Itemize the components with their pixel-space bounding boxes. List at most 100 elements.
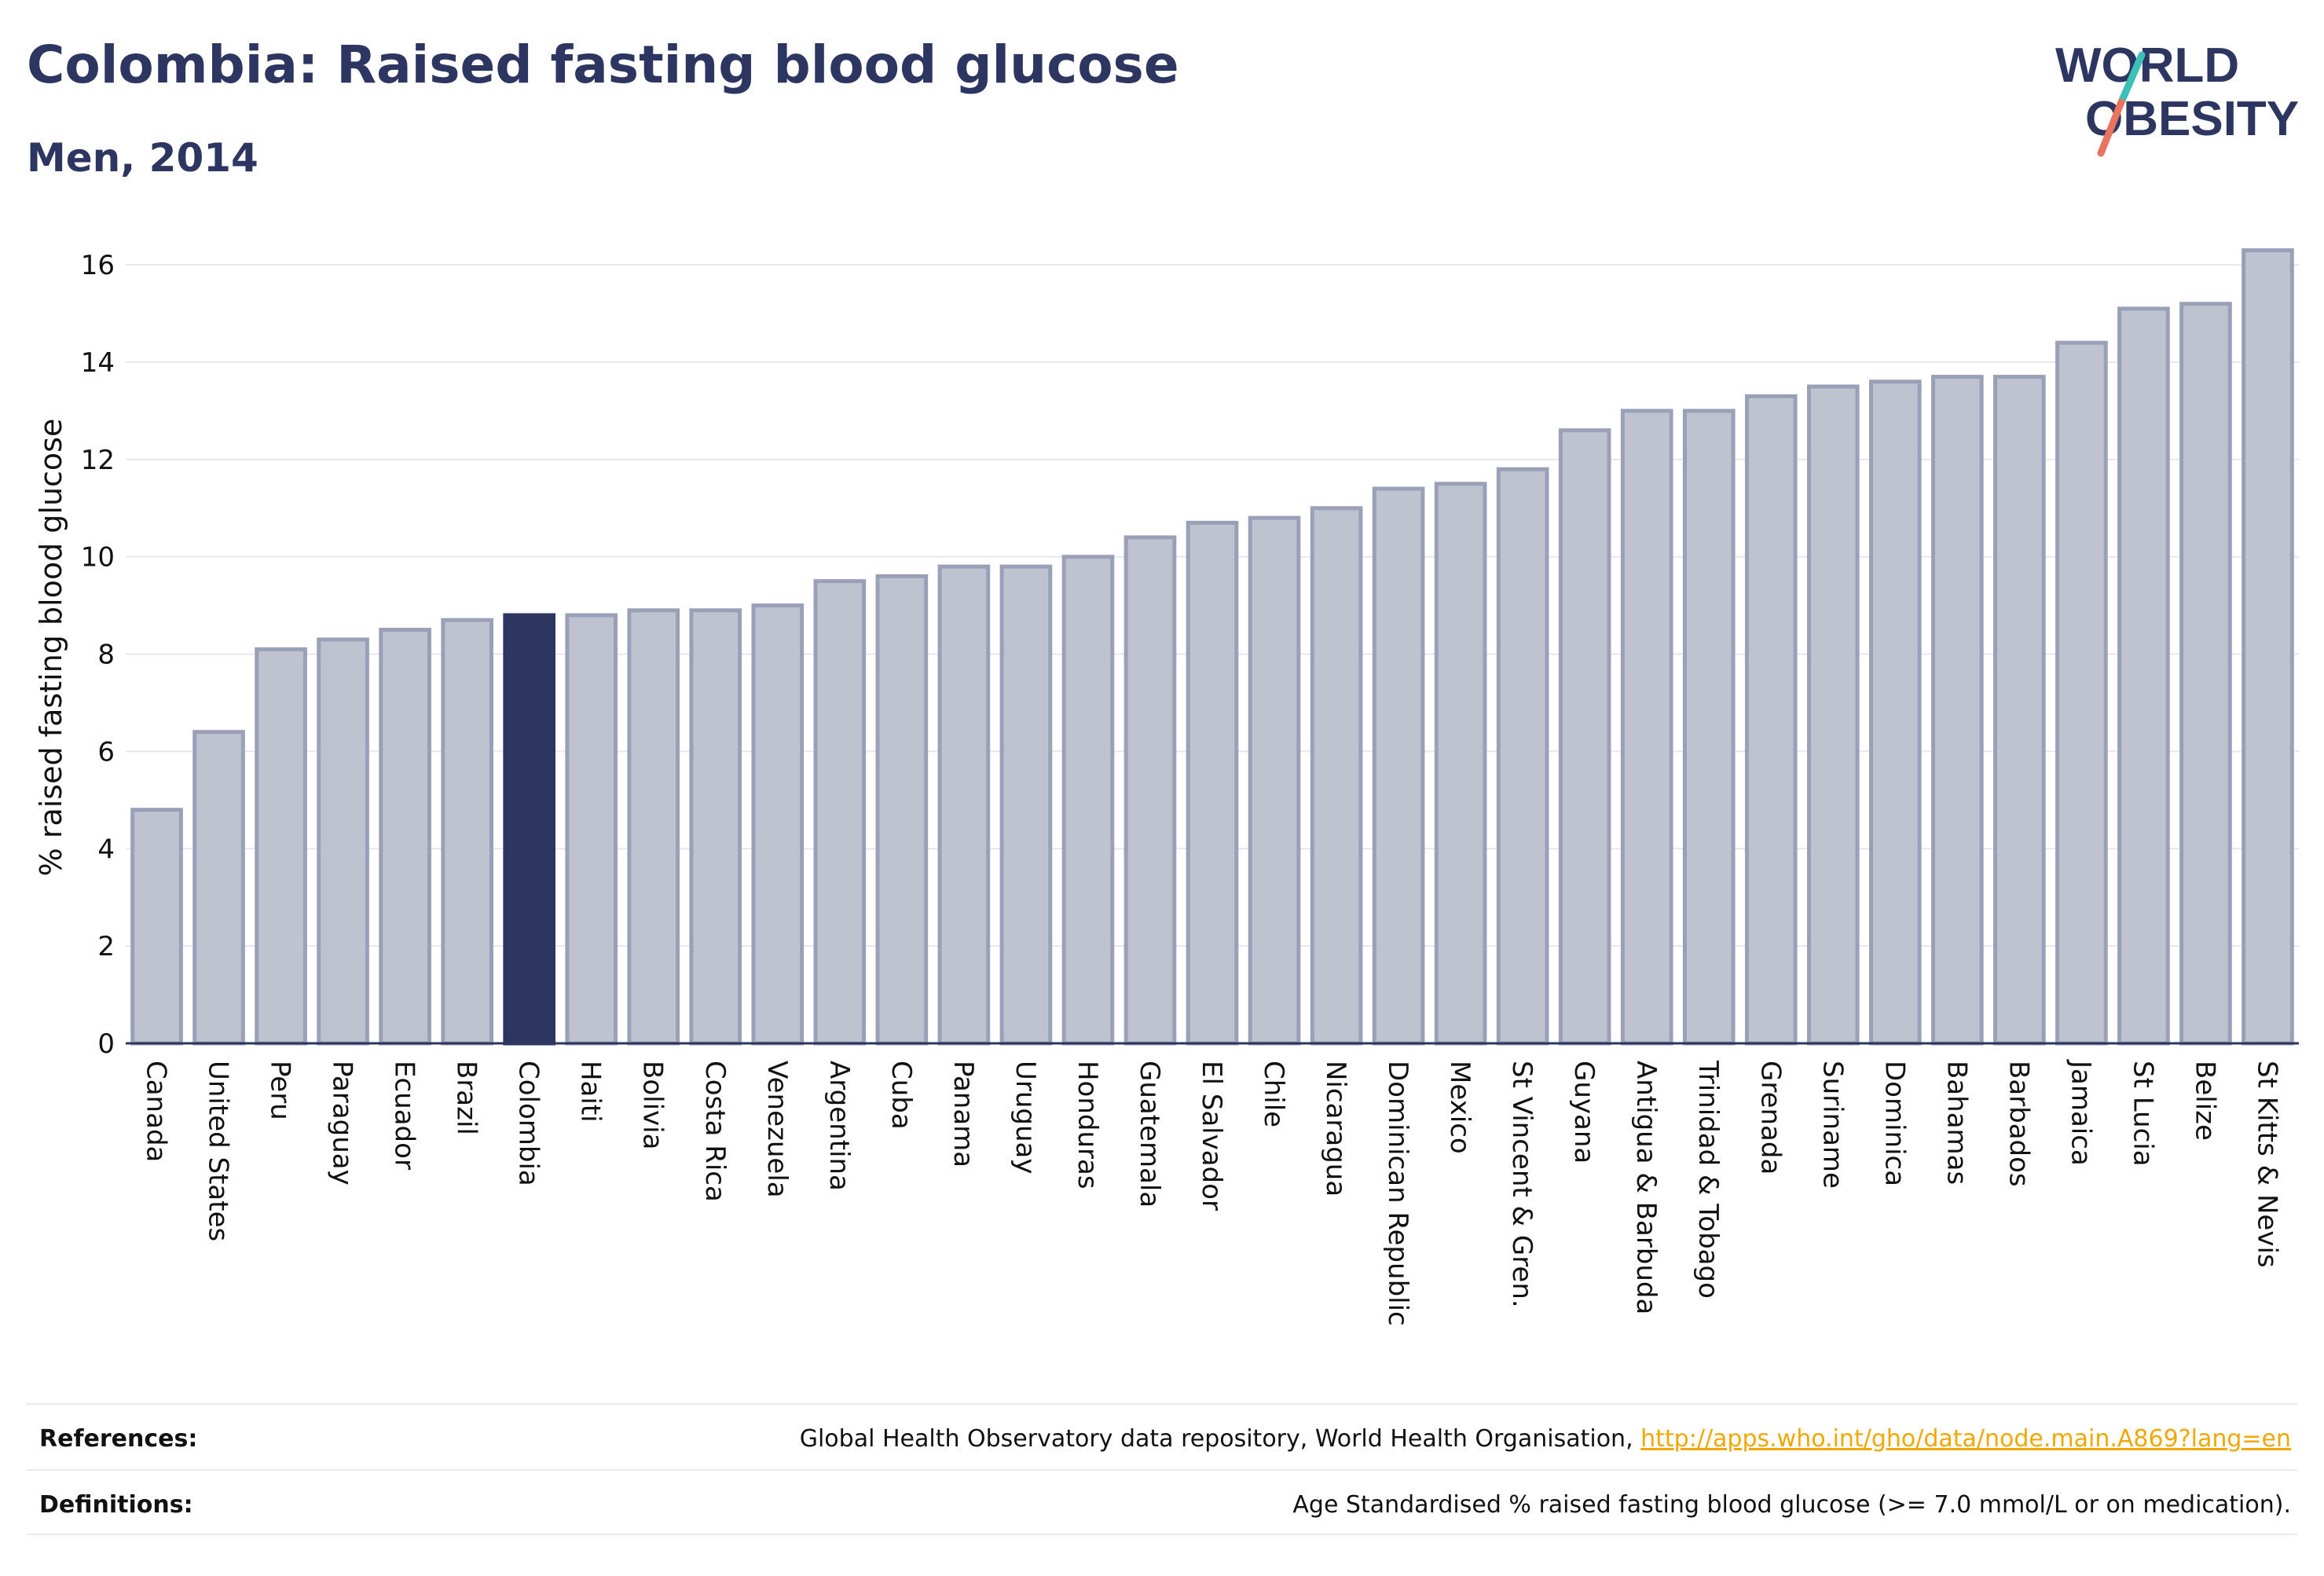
x-tick-label: Guyana: [1568, 1061, 1600, 1164]
bar-trinidad-tobago: [1682, 409, 1736, 1046]
y-axis-title: % raised fasting blood glucose: [34, 419, 68, 877]
bar-guatemala: [1124, 535, 1177, 1046]
x-tick-label: Colombia: [513, 1061, 544, 1186]
bar-st-vincent-gren-: [1496, 467, 1549, 1046]
references-label: References:: [39, 1425, 198, 1453]
x-tick-label: Chile: [1258, 1061, 1289, 1127]
bar-chart: 0 2 4 6 8 10 12 14 16 Canada United States Peru Par…: [34, 248, 2299, 1326]
x-tick-label: Antigua & Barbuda: [1630, 1061, 1662, 1314]
y-tick-label: 6: [97, 736, 115, 768]
bar-panama: [937, 564, 991, 1046]
references-row: References: Global Health Observatory da…: [27, 1406, 2297, 1471]
bar-el-salvador: [1186, 520, 1239, 1046]
x-tick-label: Barbados: [2003, 1061, 2034, 1187]
bar-suriname: [1806, 384, 1860, 1046]
x-tick-label: Grenada: [1754, 1061, 1786, 1175]
x-tick-label: Dominica: [1879, 1061, 1910, 1186]
x-axis-labels: Canada United States Peru Paraguay Ecuador Br…: [141, 1059, 2283, 1326]
x-tick-label: Bahamas: [1941, 1061, 1972, 1185]
bar-peru: [255, 647, 307, 1046]
y-tick-label: 14: [81, 347, 115, 379]
bar-argentina: [813, 579, 867, 1046]
bar-st-lucia: [2117, 306, 2170, 1046]
bar-ecuador: [379, 628, 431, 1046]
chart-title: Colombia: Raised fasting blood glucose: [27, 35, 1179, 95]
bar-uruguay: [999, 564, 1053, 1046]
y-tick-label: 12: [81, 445, 115, 476]
x-tick-label: St Kitts & Nevis: [2251, 1061, 2282, 1268]
x-tick-label: Dominican Republic: [1382, 1061, 1413, 1326]
x-tick-label: Canada: [141, 1061, 172, 1162]
x-tick-label: Cuba: [885, 1061, 917, 1130]
logo-slash-top: [2117, 51, 2146, 106]
x-tick-label: Trinidad & Tobago: [1692, 1060, 1724, 1299]
x-tick-label: Suriname: [1816, 1061, 1848, 1189]
footer-divider-bottom: [27, 1534, 2297, 1535]
x-tick-label: Honduras: [1072, 1061, 1103, 1189]
bar-colombia: [503, 613, 556, 1046]
x-tick-label: St Vincent & Gren.: [1506, 1061, 1538, 1308]
bar-honduras: [1061, 555, 1115, 1046]
bar-haiti: [565, 613, 618, 1046]
bar-st-kitts-nevis: [2242, 248, 2294, 1046]
bar-mexico: [1434, 482, 1487, 1046]
bar-dominican-republic: [1372, 486, 1425, 1046]
bar-grenada: [1744, 394, 1798, 1046]
y-tick-label: 0: [97, 1028, 115, 1060]
world-obesity-logo: WORLD OBESITY: [2055, 39, 2299, 157]
y-tick-label: 10: [81, 542, 115, 574]
bar-venezuela: [751, 603, 805, 1046]
y-tick-label: 8: [97, 640, 115, 671]
bar-canada: [130, 808, 183, 1046]
x-tick-label: Nicaragua: [1320, 1061, 1351, 1197]
definitions-row: Definitions: Age Standardised % raised f…: [27, 1472, 2297, 1537]
x-tick-label: United States: [203, 1061, 234, 1241]
x-tick-label: St Lucia: [2127, 1061, 2158, 1167]
x-tick-label: Guatemala: [1134, 1061, 1165, 1208]
logo-text-world: WORLD: [2055, 39, 2239, 93]
x-tick-label: Costa Rica: [699, 1061, 731, 1202]
bar-bolivia: [627, 608, 680, 1046]
footer-divider-middle: [27, 1469, 2297, 1471]
references-value: Global Health Observatory data repositor…: [800, 1425, 2291, 1453]
x-tick-label: Venezuela: [761, 1061, 793, 1198]
x-tick-label: Argentina: [823, 1061, 855, 1191]
bar-paraguay: [317, 637, 369, 1046]
bar-united-states: [192, 730, 245, 1046]
logo-slash-bottom: [2097, 98, 2125, 157]
x-tick-label: Brazil: [451, 1061, 482, 1135]
bar-jamaica: [2055, 340, 2108, 1046]
references-text: Global Health Observatory data repositor…: [799, 1425, 1641, 1453]
footer-divider-top: [27, 1403, 2297, 1405]
bar-belize: [2179, 302, 2232, 1046]
x-tick-label: Uruguay: [1010, 1061, 1041, 1175]
y-tick-label: 4: [97, 834, 115, 865]
x-tick-label: Haiti: [575, 1061, 607, 1123]
bar-cuba: [875, 574, 929, 1046]
x-tick-label: Peru: [265, 1061, 296, 1120]
bar-barbados: [1993, 375, 2046, 1046]
x-tick-label: Mexico: [1444, 1061, 1475, 1154]
x-tick-label: Ecuador: [389, 1061, 420, 1170]
bar-costa-rica: [689, 608, 742, 1046]
x-tick-label: El Salvador: [1196, 1061, 1227, 1211]
x-tick-label: Belize: [2189, 1061, 2220, 1141]
bar-dominica: [1868, 379, 1922, 1046]
bars: [130, 248, 2294, 1046]
y-tick-label: 16: [81, 250, 115, 281]
bar-chile: [1248, 515, 1301, 1046]
bar-guyana: [1558, 428, 1611, 1046]
chart-subtitle: Men, 2014: [27, 135, 258, 181]
bar-nicaragua: [1310, 506, 1363, 1046]
x-tick-label: Paraguay: [327, 1061, 358, 1186]
bar-bahamas: [1931, 375, 1984, 1046]
bar-antigua-barbuda: [1620, 409, 1673, 1046]
definitions-label: Definitions:: [39, 1491, 193, 1519]
x-tick-label: Panama: [948, 1061, 979, 1167]
y-tick-label: 2: [97, 931, 115, 962]
references-link[interactable]: http://apps.who.int/gho/data/node.main.A…: [1640, 1425, 2291, 1453]
y-axis-ticks: 0 2 4 6 8 10 12 14 16: [81, 250, 115, 1060]
definitions-text: Age Standardised % raised fasting blood …: [1292, 1491, 2291, 1519]
bar-brazil: [441, 618, 493, 1046]
x-tick-label: Bolivia: [637, 1061, 669, 1149]
